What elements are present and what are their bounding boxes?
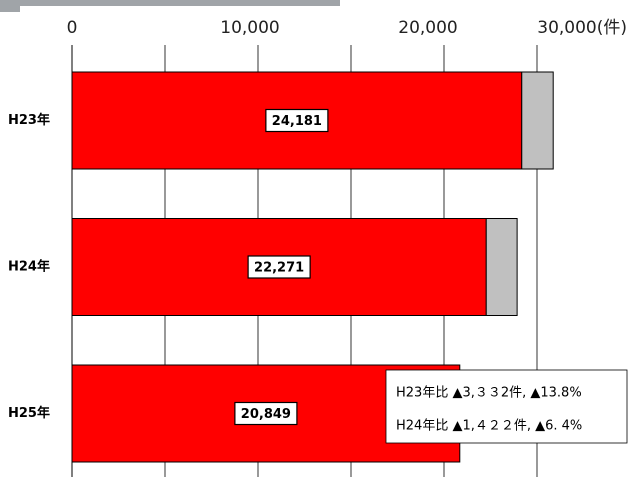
value-label-box <box>234 401 298 426</box>
bar <box>521 71 554 170</box>
top-strip-corner <box>0 0 20 12</box>
bar <box>485 218 518 316</box>
y-tick-label: H25年 <box>8 405 50 421</box>
value-label: 20,849 <box>241 407 291 422</box>
annotation: H23年比 ▲3,３３2件, ▲13.8% <box>396 386 582 401</box>
x-tick-label: 10,000 <box>220 18 279 38</box>
x-tick-label: 0 <box>67 18 78 38</box>
annotation: H24年比 ▲1,４２２件, ▲6. 4% <box>396 419 582 434</box>
x-tick-label: 20,000 <box>398 18 457 38</box>
value-label-box <box>247 255 311 279</box>
value-label-box <box>265 108 329 133</box>
top-strip <box>0 0 340 6</box>
y-tick-label: H23年 <box>8 112 50 128</box>
value-label: 24,181 <box>272 114 322 129</box>
y-tick-label: H24年 <box>8 259 50 275</box>
annotation-box <box>385 369 628 444</box>
x-tick-label: 30,000(件) <box>537 18 627 38</box>
value-label: 22,271 <box>254 261 304 276</box>
bar <box>71 71 523 170</box>
